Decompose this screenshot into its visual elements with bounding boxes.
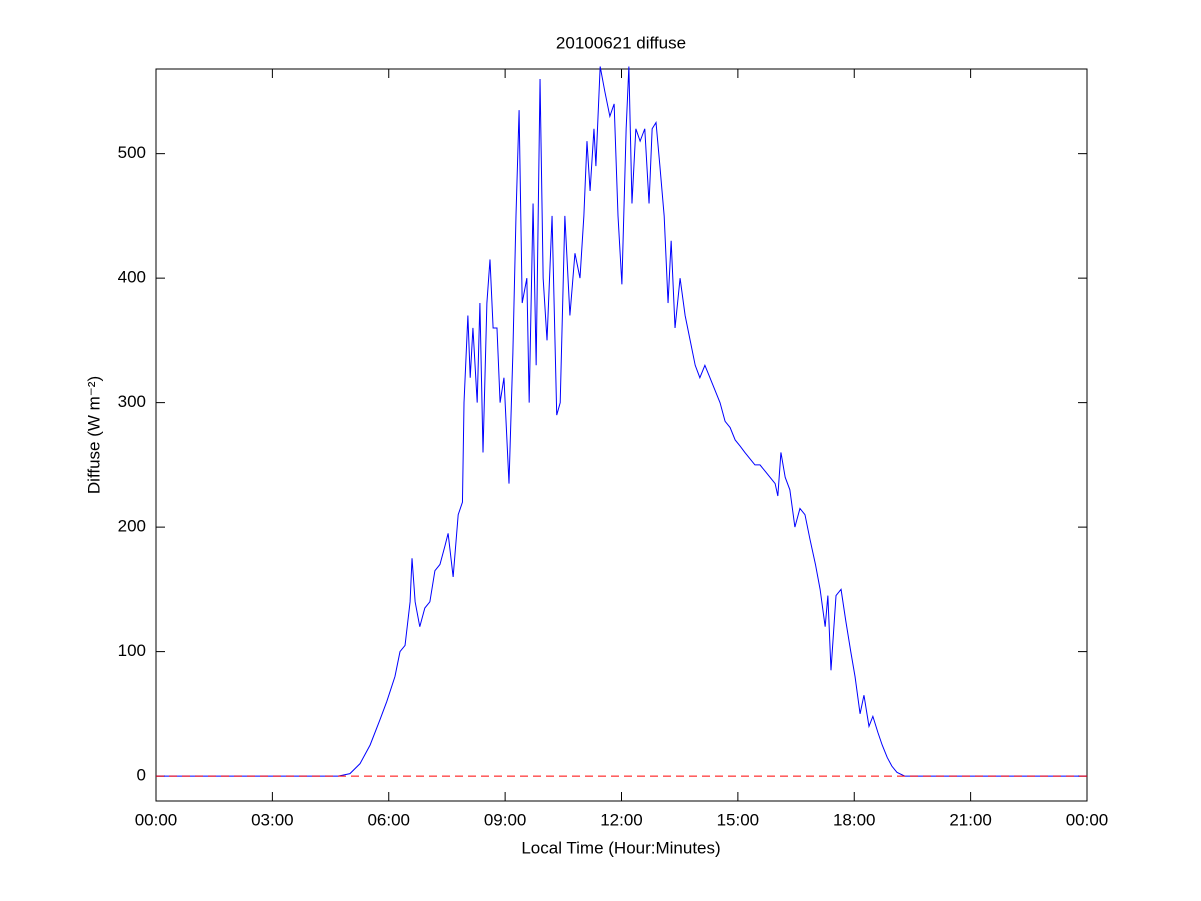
y-tick-label: 0	[137, 766, 146, 785]
x-tick-label: 18:00	[833, 810, 876, 829]
chart-title: 20100621 diffuse	[556, 33, 686, 52]
y-axis-label: Diffuse (W m⁻²)	[84, 376, 103, 494]
y-tick-label: 300	[118, 392, 146, 411]
x-tick-label: 06:00	[367, 810, 410, 829]
x-tick-label: 03:00	[251, 810, 294, 829]
x-tick-label: 12:00	[600, 810, 643, 829]
x-tick-label: 00:00	[135, 810, 178, 829]
x-axis-label: Local Time (Hour:Minutes)	[521, 838, 720, 857]
y-tick-label: 500	[118, 143, 146, 162]
y-tick-label: 100	[118, 641, 146, 660]
y-tick-label: 400	[118, 268, 146, 287]
x-tick-label: 21:00	[949, 810, 992, 829]
x-tick-label: 15:00	[717, 810, 760, 829]
x-tick-label: 00:00	[1066, 810, 1109, 829]
x-tick-label: 09:00	[484, 810, 527, 829]
data-line	[156, 66, 1087, 777]
y-tick-label: 200	[118, 517, 146, 536]
plot-frame	[155, 68, 1088, 802]
